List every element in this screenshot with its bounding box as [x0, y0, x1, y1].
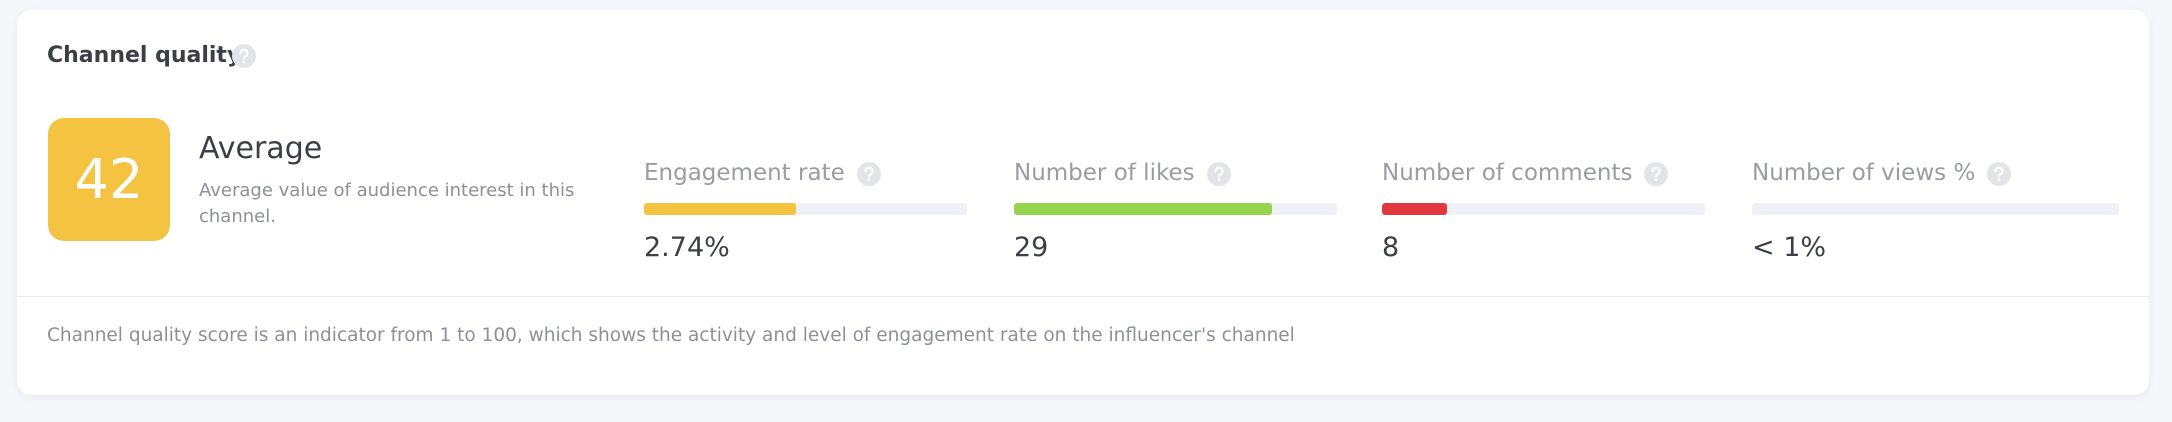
divider [17, 296, 2149, 297]
metric-value: 2.74% [644, 232, 730, 263]
help-icon[interactable] [1987, 162, 2012, 186]
metric-bar [644, 203, 796, 215]
score-description: Average value of audience interest in th… [199, 180, 575, 227]
metric-label: Number of likes [1014, 160, 1195, 186]
help-icon[interactable] [856, 162, 881, 186]
footer-note: Channel quality score is an indicator fr… [47, 325, 1295, 346]
metric-track [644, 203, 967, 215]
help-icon[interactable] [1206, 162, 1231, 186]
metric-value: 8 [1382, 232, 1400, 263]
metric-value: < 1% [1752, 232, 1827, 263]
metric-track [1382, 203, 1705, 215]
metric-track [1752, 203, 2119, 215]
metric-label: Engagement rate [644, 160, 845, 186]
metric-label: Number of comments [1382, 160, 1633, 186]
card-title: Channel quality [47, 43, 242, 68]
help-icon[interactable] [1644, 162, 1669, 186]
metric-bar [1014, 203, 1273, 215]
score-label: Average [199, 131, 323, 166]
metric-value: 29 [1014, 232, 1049, 263]
channel-quality-card: Channel quality 42 Average Average value… [17, 10, 2149, 395]
metric-label: Number of views % [1752, 160, 1976, 186]
help-icon[interactable] [232, 44, 256, 68]
score-badge: 42 [48, 118, 170, 241]
metric-bar [1382, 203, 1447, 215]
metric-track [1014, 203, 1337, 215]
